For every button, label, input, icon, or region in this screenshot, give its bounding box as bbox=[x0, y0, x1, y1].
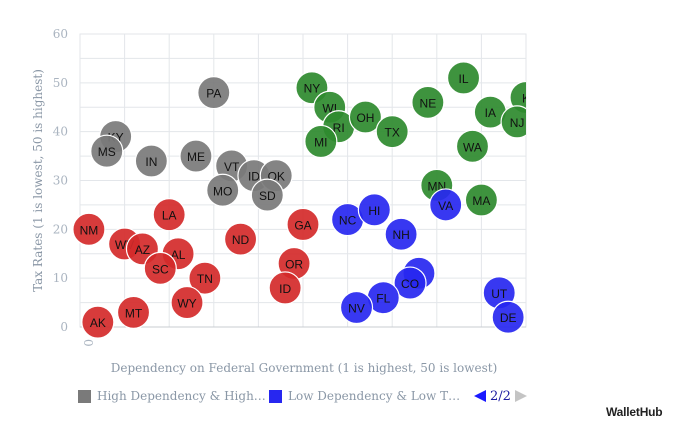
bubble-label-id: ID bbox=[279, 282, 291, 296]
bubble-label-va: VA bbox=[438, 199, 453, 213]
bubble-label-co: CO bbox=[401, 277, 419, 291]
bubble-de[interactable] bbox=[491, 300, 525, 334]
bubble-label-ga: GA bbox=[294, 218, 311, 232]
bubble-label-me: ME bbox=[187, 150, 205, 164]
bubble-label-in: IN bbox=[145, 155, 157, 169]
bubble-label-id: ID bbox=[248, 170, 260, 184]
y-tick-labels: 0 10 20 30 40 50 60 bbox=[53, 27, 68, 334]
bubble-tx[interactable] bbox=[375, 115, 409, 149]
y-tick-label: 50 bbox=[53, 76, 68, 90]
y-tick-label: 10 bbox=[53, 271, 68, 285]
x-tick-labels: 0 bbox=[81, 339, 95, 347]
y-tick-label: 60 bbox=[53, 27, 68, 41]
bubble-ms[interactable] bbox=[90, 134, 124, 168]
bubble-nd[interactable] bbox=[223, 222, 258, 256]
bubble-label-al: AL bbox=[171, 248, 186, 262]
bubble-ne[interactable] bbox=[411, 85, 445, 119]
y-tick-label: 20 bbox=[53, 222, 68, 236]
bubble-label-az: AZ bbox=[135, 243, 150, 257]
bubble-mt[interactable] bbox=[116, 295, 151, 329]
wallethub-logo: WalletHub bbox=[606, 405, 663, 419]
bubble-ak[interactable] bbox=[81, 305, 115, 339]
bubble-label-nc: NC bbox=[339, 214, 357, 228]
legend-page-indicator: 2/2 bbox=[490, 388, 511, 404]
x-tick-label: 0 bbox=[81, 339, 95, 347]
legend-item-low-dependency[interactable]: Low Dependency & Low T… bbox=[269, 387, 460, 405]
y-axis-title: Tax Rates (1 is lowest, 50 is highest) bbox=[31, 69, 45, 292]
x-axis-title: Dependency on Federal Government (1 is h… bbox=[111, 361, 498, 375]
bubble-label-ny: NY bbox=[304, 82, 321, 96]
bubble-label-ut: UT bbox=[491, 287, 508, 301]
bubble-tn[interactable] bbox=[188, 261, 222, 295]
bubble-sd[interactable] bbox=[250, 178, 284, 212]
legend-swatch-gray bbox=[78, 389, 91, 403]
bubble-label-ms: MS bbox=[98, 145, 116, 159]
legend-item-high-dependency[interactable]: High Dependency & High… bbox=[78, 387, 266, 405]
bubble-label-wa: WA bbox=[463, 140, 482, 154]
bubble-label-mi: MI bbox=[314, 135, 327, 149]
bubble-oh[interactable] bbox=[348, 100, 383, 134]
bubble-id[interactable] bbox=[268, 271, 302, 305]
bubble-label-ia: IA bbox=[485, 106, 496, 120]
bubble-wy[interactable] bbox=[170, 285, 204, 320]
bubble-k[interactable] bbox=[509, 80, 542, 115]
bubble-label-pa: PA bbox=[206, 87, 221, 101]
bubble-nj[interactable] bbox=[500, 105, 533, 139]
bubble-label-ak: AK bbox=[90, 316, 106, 330]
y-tick-label: 30 bbox=[53, 174, 68, 188]
bubble-label-ma: MA bbox=[472, 194, 490, 208]
bubble-nm[interactable] bbox=[72, 212, 106, 246]
data-points: KYMSINMEPAVTMOIDOKSDNYWIRIMIOHTXNEILIAKN… bbox=[72, 61, 542, 339]
bubble-label-mo: MO bbox=[213, 184, 232, 198]
bubble-label-tn: TN bbox=[197, 272, 213, 286]
bubble-label-or: OR bbox=[285, 258, 303, 272]
legend: High Dependency & High… Low Dependency &… bbox=[78, 387, 538, 405]
bubble-label-mt: MT bbox=[125, 306, 143, 320]
bubble-va[interactable] bbox=[429, 188, 463, 222]
bubble-label-vt: VT bbox=[224, 160, 240, 174]
bubble-label-ri: RI bbox=[333, 121, 345, 135]
bubble-label-tx: TX bbox=[385, 126, 400, 140]
bubble-label-nm: NM bbox=[80, 223, 99, 237]
bubble-sc[interactable] bbox=[143, 251, 177, 285]
bubble-mo[interactable] bbox=[206, 173, 240, 207]
bubble-label-nv: NV bbox=[348, 301, 365, 315]
bubble-ma[interactable] bbox=[464, 183, 498, 217]
bubble-co[interactable] bbox=[393, 266, 427, 300]
bubble-label-ne: NE bbox=[420, 96, 437, 110]
previous-page-arrow-icon[interactable] bbox=[474, 390, 486, 402]
bubble-ga[interactable] bbox=[286, 207, 320, 242]
bubble-label-nd: ND bbox=[232, 233, 250, 247]
legend-label: High Dependency & High… bbox=[97, 389, 266, 403]
legend-pager: 2/2 bbox=[474, 387, 527, 405]
bubble-wa[interactable] bbox=[455, 129, 490, 163]
bubble-label-nj: NJ bbox=[510, 116, 525, 130]
legend-label: Low Dependency & Low T… bbox=[288, 389, 461, 403]
bubble-label-la: LA bbox=[162, 209, 177, 223]
bubble-hi[interactable] bbox=[357, 193, 391, 227]
bubble-nv[interactable] bbox=[339, 290, 374, 325]
bubble-nh[interactable] bbox=[384, 217, 418, 251]
bubble-pa[interactable] bbox=[197, 75, 231, 110]
bubble-mi[interactable] bbox=[304, 124, 338, 159]
bubble-me[interactable] bbox=[179, 139, 213, 173]
bubble-label-nh: NH bbox=[392, 228, 409, 242]
bubble-label-sd: SD bbox=[259, 189, 276, 203]
bubble-label-de: DE bbox=[500, 311, 517, 325]
legend-swatch-blue bbox=[269, 389, 282, 403]
next-page-arrow-icon[interactable] bbox=[514, 390, 527, 402]
y-tick-label: 40 bbox=[53, 125, 68, 139]
y-tick-label: 0 bbox=[60, 320, 68, 334]
bubble-label-il: IL bbox=[459, 72, 469, 86]
bubble-label-sc: SC bbox=[152, 262, 169, 276]
bubble-label-k: K bbox=[522, 91, 530, 105]
bubble-label-hi: HI bbox=[368, 204, 380, 218]
bubble-il[interactable] bbox=[446, 61, 481, 95]
bubble-label-oh: OH bbox=[356, 111, 374, 125]
bubble-label-wy: WY bbox=[177, 297, 196, 311]
bubble-label-fl: FL bbox=[376, 292, 390, 306]
bubble-in[interactable] bbox=[134, 144, 168, 178]
bubble-la[interactable] bbox=[152, 198, 186, 232]
